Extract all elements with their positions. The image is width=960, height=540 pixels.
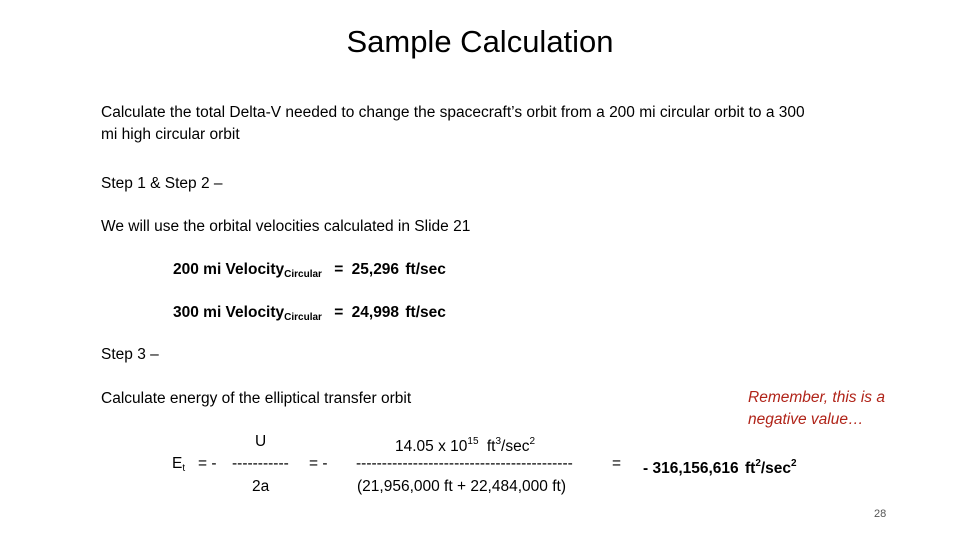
velocity-200mi-subscript: Circular <box>284 269 322 280</box>
result-unit-tail-exponent: 2 <box>791 458 797 469</box>
velocity-200mi-value: 25,296 <box>351 261 400 278</box>
fraction-2-numerator-unit-tail: /sec <box>501 438 530 455</box>
fraction-2-numerator-unit-exponent: 3 <box>495 436 502 447</box>
intro-line-1: Calculate the total Delta-V needed to ch… <box>101 104 805 121</box>
result-unit: ft <box>744 460 756 477</box>
fraction-2-denominator: (21,956,000 ft + 22,484,000 ft) <box>357 478 566 495</box>
fraction-2-numerator-exponent: 15 <box>467 436 479 447</box>
equation-equals-2: = - <box>309 455 328 472</box>
energy-symbol: E <box>172 455 183 472</box>
velocity-200mi-equals: = <box>334 261 344 278</box>
step-3-label: Step 3 – <box>101 346 159 363</box>
energy-note: Calculate energy of the elliptical trans… <box>101 390 412 407</box>
velocity-300mi-unit: ft/sec <box>405 304 446 321</box>
velocity-200mi-label: 200 mi Velocity <box>173 261 285 278</box>
result-unit-tail: /sec <box>760 460 792 477</box>
velocity-300mi-row: 300 mi VelocityCircular = 24,998 ft/sec <box>173 302 446 329</box>
fraction-2-numerator: 14.05 x 1015 ft3/sec2 <box>395 431 535 458</box>
fraction-1-denominator: 2a <box>252 478 270 495</box>
velocity-300mi-subscript: Circular <box>284 312 322 323</box>
fraction-2-numerator-unit-tail-exponent: 2 <box>529 436 536 447</box>
velocity-200mi-row: 200 mi VelocityCircular = 25,296 ft/sec <box>173 259 446 286</box>
equation-result: - 316,156,616 ft2/sec2 <box>643 453 797 480</box>
fraction-1-numerator: U <box>255 433 267 450</box>
velocity-300mi-equals: = <box>334 304 344 321</box>
orbital-velocities-note: We will use the orbital velocities calcu… <box>101 218 471 235</box>
result-value: - 316,156,616 <box>643 460 739 477</box>
velocity-300mi-value: 24,998 <box>351 304 400 321</box>
velocity-300mi-label: 300 mi Velocity <box>173 304 285 321</box>
remember-note: Remember, this is a negative value… <box>748 389 885 428</box>
energy-subscript: t <box>182 463 186 474</box>
intro-line-2: mi high circular orbit <box>101 126 240 143</box>
step-1-2-label: Step 1 & Step 2 – <box>101 175 223 192</box>
fraction-1-bar: ----------- <box>232 455 289 472</box>
page-number: 28 <box>874 508 887 520</box>
equation-lhs: Et <box>172 453 185 480</box>
equation-equals-1: = - <box>198 455 217 472</box>
fraction-2-bar: ----------------------------------------… <box>356 455 573 472</box>
result-unit-exponent: 2 <box>755 458 761 469</box>
slide-title: Sample Calculation <box>346 24 614 59</box>
fraction-2-numerator-unit: ft <box>486 438 496 455</box>
velocity-200mi-unit: ft/sec <box>405 261 446 278</box>
equation-equals-3: = <box>612 455 622 472</box>
fraction-2-numerator-base: 14.05 x 10 <box>395 438 468 455</box>
